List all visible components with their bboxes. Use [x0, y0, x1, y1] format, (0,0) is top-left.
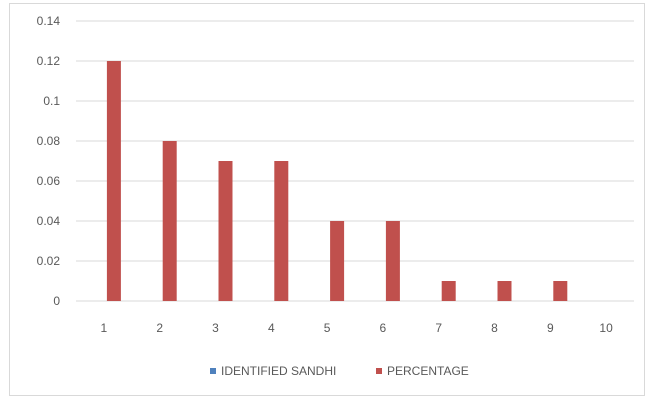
x-tick-label: 2: [156, 321, 163, 335]
bar-percentage-6: [385, 221, 400, 301]
x-tick-label: 10: [599, 321, 613, 335]
bar-percentage-4: [274, 161, 289, 301]
y-tick-label: 0.04: [37, 214, 61, 228]
bar-percentage-8: [497, 281, 512, 301]
y-tick-label: 0.14: [37, 14, 61, 28]
bar-percentage-2: [162, 141, 177, 301]
gridlines: [76, 20, 634, 302]
bar-percentage-9: [553, 281, 568, 301]
bar-percentage-1: [106, 61, 121, 301]
x-tick-label: 4: [268, 321, 275, 335]
legend-label-percentage: PERCENTAGE: [387, 364, 469, 378]
y-tick-label: 0.06: [37, 174, 61, 188]
x-tick-label: 8: [491, 321, 498, 335]
legend: IDENTIFIED SANDHI PERCENTAGE: [210, 364, 469, 378]
y-tick-label: 0.12: [37, 54, 61, 68]
bar-percentage-5: [330, 221, 345, 301]
legend-swatch-identified-sandhi: [210, 368, 216, 374]
legend-label-identified-sandhi: IDENTIFIED SANDHI: [221, 364, 336, 378]
bar-percentage-7: [441, 281, 456, 301]
x-tick-label: 9: [547, 321, 554, 335]
x-tick-label: 7: [435, 321, 442, 335]
x-tick-label: 6: [380, 321, 387, 335]
x-tick-label: 1: [101, 321, 108, 335]
y-axis-ticks: 0 0.02 0.04 0.06 0.08 0.1 0.12 0.14: [37, 14, 61, 308]
y-tick-label: 0.08: [37, 134, 61, 148]
bars: [106, 61, 568, 301]
x-tick-label: 5: [324, 321, 331, 335]
x-tick-label: 3: [212, 321, 219, 335]
y-tick-label: 0.1: [43, 94, 60, 108]
bar-percentage-3: [218, 161, 233, 301]
y-tick-label: 0: [53, 294, 60, 308]
x-axis-ticks: 1 2 3 4 5 6 7 8 9 10: [101, 321, 614, 335]
y-tick-label: 0.02: [37, 254, 61, 268]
legend-swatch-percentage: [376, 368, 382, 374]
